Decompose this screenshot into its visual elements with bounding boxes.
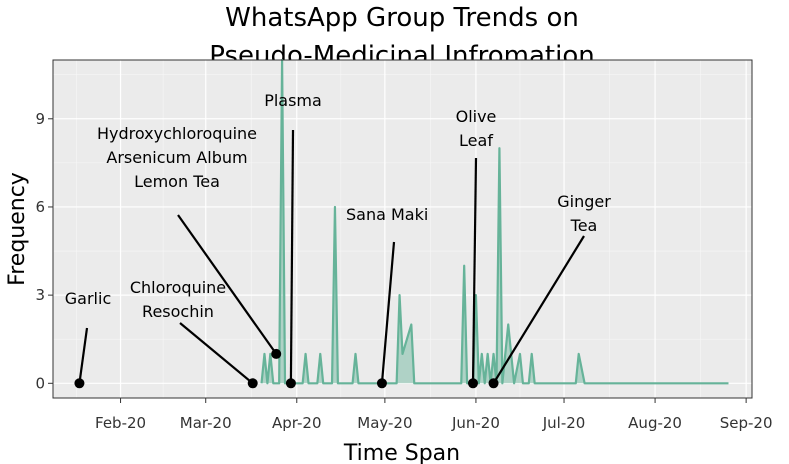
annotation-label: Garlic — [65, 289, 111, 308]
y-tick-label: 9 — [35, 110, 45, 128]
annotation-leader — [78, 327, 89, 384]
x-tick-label: Jun-20 — [451, 414, 500, 432]
plot-panel-border — [52, 59, 753, 399]
y-axis-title: Frequency — [5, 172, 30, 286]
x-axis-title: Time Span — [343, 441, 460, 464]
annotation-label-line: Ginger — [557, 192, 611, 211]
annotation-label-line: Tea — [570, 216, 598, 235]
annotation-label: Ginger Tea — [557, 192, 611, 235]
y-tick-label: 3 — [35, 286, 45, 304]
y-tick-label: 6 — [35, 198, 45, 216]
y-tick-label: 0 — [35, 374, 45, 392]
annotation-point — [247, 378, 258, 389]
x-tick-label: Mar-20 — [180, 414, 232, 432]
annotation-label-line: Leaf — [459, 131, 493, 150]
x-tick-label: Apr-20 — [272, 414, 322, 432]
annotation-label: Plasma — [264, 91, 322, 110]
x-tick-label: Aug-20 — [628, 414, 682, 432]
chart-title: WhatsApp Group Trends on Pseudo-Medicina… — [209, 3, 594, 71]
annotation-label-line: Plasma — [264, 91, 322, 110]
y-axis: 0 3 6 9 — [35, 110, 53, 392]
annotation-label-line: Arsenicum Album — [106, 148, 247, 167]
annotation-label-line: Sana Maki — [346, 205, 428, 224]
annotation-label-line: Olive — [456, 107, 497, 126]
annotation-label-line: Resochin — [142, 302, 214, 321]
annotation-point — [285, 378, 296, 389]
annotation-point — [376, 378, 387, 389]
chart-title-line-1: WhatsApp Group Trends on — [225, 3, 579, 33]
annotation-leader — [492, 235, 585, 384]
annotation-label-line: Hydroxychloroquine — [97, 124, 257, 143]
x-tick-label: May-20 — [357, 414, 412, 432]
annotation-label: Hydroxychloroquine Arsenicum Album Lemon T… — [97, 124, 257, 191]
annotation-leader — [177, 214, 278, 355]
annotation-label-line: Lemon Tea — [134, 172, 220, 191]
annotation-label-line: Chloroquine — [130, 278, 226, 297]
annotation-point — [74, 378, 85, 389]
annotation-leader — [471, 157, 478, 384]
gridlines — [53, 60, 752, 398]
annotation-leader — [380, 241, 396, 384]
annotation-label: Chloroquine Resochin — [130, 278, 226, 321]
annotation-label-line: Garlic — [65, 289, 111, 308]
annotation-leader — [289, 129, 295, 384]
x-tick-label: Feb-20 — [95, 414, 146, 432]
x-tick-label: Sep-20 — [720, 414, 773, 432]
x-axis: Feb-20 Mar-20 Apr-20 May-20 Jun-20 Jul-20 Aug-… — [95, 398, 773, 432]
annotation-leader — [179, 322, 254, 385]
annotation-point — [271, 348, 282, 359]
annotation-label: Olive Leaf — [456, 107, 497, 150]
series-line — [260, 58, 729, 385]
annotation-layer: Garlic Chloroquine Resochin Hydroxychloroqu… — [65, 91, 611, 389]
annotation-point — [488, 378, 499, 389]
x-tick-label: Jul-20 — [542, 414, 586, 432]
annotation-label: Sana Maki — [346, 205, 428, 224]
series-layer — [260, 58, 729, 385]
annotation-point — [467, 378, 478, 389]
